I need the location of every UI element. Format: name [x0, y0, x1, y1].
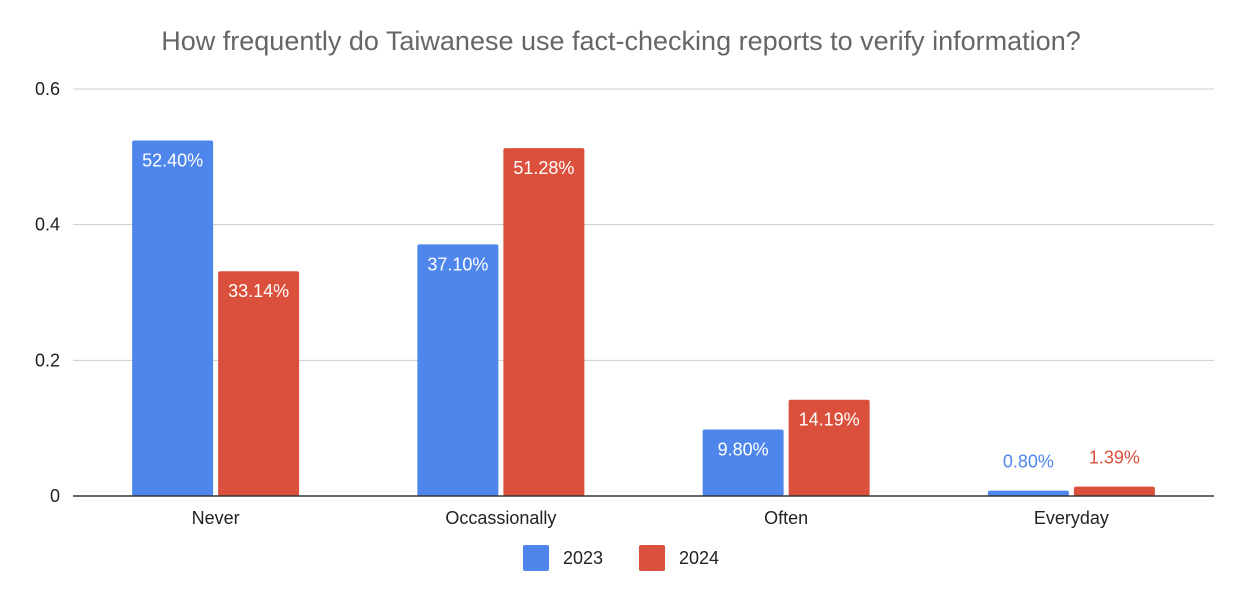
bar-2023-everyday	[987, 490, 1069, 496]
legend-swatch-2023	[523, 545, 549, 571]
legend-label-2023: 2023	[563, 548, 603, 568]
chart-title: How frequently do Taiwanese use fact-che…	[161, 26, 1081, 56]
axes: 0 0.2 0.4 0.6 Never Occassionally Often Everyda…	[35, 79, 1214, 528]
bar-2024-often	[788, 399, 870, 496]
bars	[132, 140, 1155, 496]
bar-2024-never	[218, 271, 300, 496]
data-label: 52.40%	[142, 151, 203, 171]
legend-swatch-2024	[639, 545, 665, 571]
x-tick-label: Never	[192, 508, 240, 528]
bar-2024-everyday	[1073, 486, 1155, 496]
data-label: 37.10%	[427, 254, 488, 274]
x-tick-label: Often	[764, 508, 808, 528]
bar-2023-often	[702, 429, 784, 496]
y-tick-label: 0.6	[35, 79, 60, 99]
x-tick-label: Occassionally	[445, 508, 556, 528]
bar-2023-occassionally	[417, 244, 499, 496]
data-label: 0.80%	[1003, 452, 1054, 472]
data-label: 1.39%	[1089, 448, 1140, 468]
y-tick-label: 0	[50, 486, 60, 506]
data-label: 33.14%	[228, 281, 289, 301]
x-tick-label: Everyday	[1034, 508, 1109, 528]
bar-2024-occassionally	[503, 148, 585, 496]
data-label: 9.80%	[718, 440, 769, 460]
data-label: 14.19%	[799, 410, 860, 430]
legend-label-2024: 2024	[679, 548, 719, 568]
y-tick-label: 0.4	[35, 215, 60, 235]
data-labels: 52.40% 33.14% 37.10% 51.28% 9.80% 14.19% 0.80%…	[142, 151, 1140, 472]
bar-2023-never	[132, 140, 214, 496]
legend: 2023 2024	[523, 545, 719, 571]
data-label: 51.28%	[513, 158, 574, 178]
y-tick-label: 0.2	[35, 350, 60, 370]
